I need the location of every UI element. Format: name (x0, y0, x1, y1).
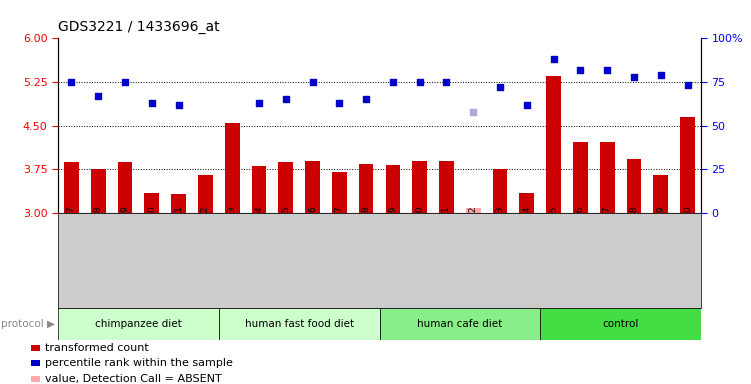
Bar (279, 162, 293, 213)
Point (306, 79, 318, 85)
Text: GDS3221 / 1433696_at: GDS3221 / 1433696_at (58, 20, 219, 34)
Bar (493, 169, 508, 213)
Bar (546, 76, 561, 213)
Point (92, 93, 104, 99)
Point (65, 79, 77, 85)
Point (655, 72, 667, 78)
Bar (198, 175, 213, 213)
Bar (91, 169, 106, 213)
Bar (64, 162, 79, 213)
Point (173, 101, 185, 108)
Text: human fast food diet: human fast food diet (245, 319, 354, 329)
Bar (653, 175, 668, 213)
Bar (680, 117, 695, 213)
Point (333, 100, 345, 106)
Bar (332, 172, 347, 213)
Bar (31, 376, 40, 382)
Bar (252, 166, 267, 213)
Point (494, 84, 506, 90)
Bar (573, 142, 588, 213)
Text: control: control (602, 319, 639, 329)
Bar (626, 159, 641, 213)
Bar (359, 164, 373, 213)
Point (146, 100, 158, 106)
Bar (540, 308, 701, 340)
Text: chimpanzee diet: chimpanzee diet (95, 319, 182, 329)
Point (682, 82, 694, 88)
Bar (31, 360, 40, 366)
Bar (225, 122, 240, 213)
Point (628, 73, 640, 79)
Bar (412, 161, 427, 213)
Bar (466, 209, 481, 213)
Point (602, 66, 614, 73)
Point (253, 100, 265, 106)
Bar (144, 193, 159, 213)
Bar (439, 161, 454, 213)
Bar (379, 308, 540, 340)
Bar (118, 162, 132, 213)
Point (441, 79, 453, 85)
Bar (219, 308, 379, 340)
Bar (385, 165, 400, 213)
Bar (31, 345, 40, 351)
Text: protocol ▶: protocol ▶ (1, 319, 55, 329)
Text: value, Detection Call = ABSENT: value, Detection Call = ABSENT (45, 374, 222, 384)
Point (467, 108, 479, 114)
Point (547, 56, 559, 62)
Bar (600, 142, 614, 213)
Point (119, 79, 131, 85)
Text: percentile rank within the sample: percentile rank within the sample (45, 358, 233, 368)
Point (279, 96, 291, 102)
Bar (58, 308, 219, 340)
Point (521, 101, 533, 108)
Point (414, 79, 426, 85)
Bar (171, 194, 186, 213)
Bar (305, 161, 320, 213)
Bar (520, 193, 534, 213)
Text: transformed count: transformed count (45, 343, 149, 353)
Point (575, 66, 587, 73)
Point (387, 79, 399, 85)
Point (360, 96, 372, 102)
Text: human cafe diet: human cafe diet (418, 319, 502, 329)
